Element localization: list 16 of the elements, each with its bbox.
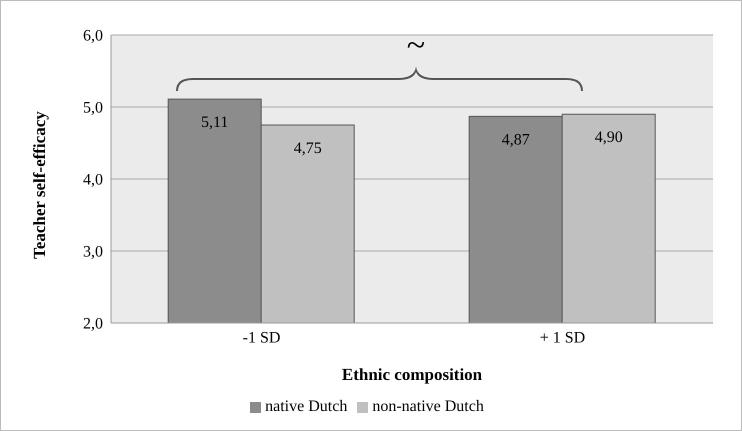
data-label: 4,90	[594, 129, 623, 146]
data-label: 4,87	[502, 131, 530, 148]
x-axis-title: Ethnic composition	[342, 365, 483, 384]
y-tick-label: 5,0	[83, 100, 103, 117]
x-tick-label: -1 SD	[242, 329, 280, 346]
y-axis-title: Teacher self-efficacy	[30, 110, 50, 259]
y-tick-label: 6,0	[83, 28, 103, 45]
legend-label: non-native Dutch	[372, 398, 484, 415]
legend-label: native Dutch	[265, 398, 348, 415]
data-label: 4,75	[294, 140, 322, 157]
data-label: 5,11	[200, 114, 228, 132]
y-tick-label: 2,0	[83, 316, 103, 333]
y-tick-label: 4,0	[83, 172, 103, 189]
annotation: ~	[406, 27, 426, 64]
y-tick-label: 3,0	[83, 244, 103, 261]
x-tick-label: + 1 SD	[540, 329, 586, 346]
